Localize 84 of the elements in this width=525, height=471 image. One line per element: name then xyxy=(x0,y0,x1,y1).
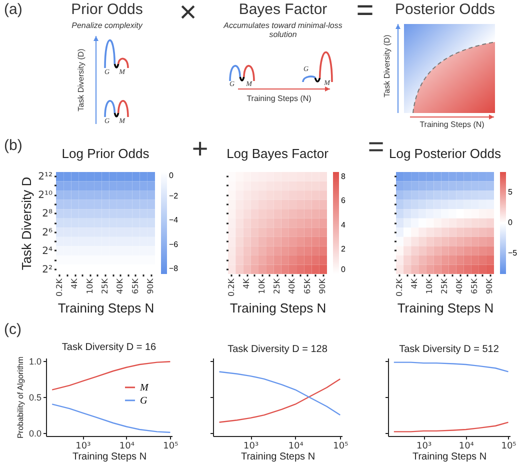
x-tick-label: 10K xyxy=(424,278,434,294)
x-tick-label: 4K xyxy=(242,278,252,289)
y-tick-label: 2¹⁰ xyxy=(38,190,52,202)
color-bar-label: −6 xyxy=(169,240,179,249)
text: Training Steps (N) xyxy=(246,94,312,104)
y-axis-title: Task Diversity D xyxy=(19,176,34,270)
text: Task Diversity (D) xyxy=(76,48,86,112)
y-tick-label: 1.0 xyxy=(28,356,42,366)
x-axis-title: Training Steps N xyxy=(412,452,487,462)
y-tick-label: 2⁴ xyxy=(42,246,52,257)
y-tick-label: 0.0 xyxy=(28,428,42,439)
text: × xyxy=(179,0,197,29)
y-axis-title: Probability of Algorithm xyxy=(16,356,25,438)
color-bar-label: 0 xyxy=(169,171,174,180)
y-tick-label: 2¹² xyxy=(38,172,52,183)
text: Penalize complexity xyxy=(72,21,142,31)
color-bar-label: 8 xyxy=(341,172,346,181)
x-axis-title: Training Steps N xyxy=(240,452,316,462)
text: = xyxy=(368,131,384,163)
text: Posterior Odds xyxy=(394,1,496,18)
x-axis-title: Training Steps N xyxy=(230,300,326,316)
x-tick-label: 0.2K xyxy=(226,278,236,296)
text: + xyxy=(192,133,208,165)
color-bar-label: 0 xyxy=(341,265,346,274)
legend-label: G xyxy=(140,395,148,406)
chart-title: Task Diversity D = 512 xyxy=(399,344,500,355)
text: = xyxy=(356,0,374,27)
x-tick-label: 65K xyxy=(302,278,312,294)
text: Task Diversity (D) xyxy=(382,34,392,98)
y-tick-label: 2² xyxy=(42,264,52,276)
y-tick-label: 0.5 xyxy=(28,392,42,402)
color-bar-label: 0 xyxy=(508,218,513,227)
text: Training Steps (N) xyxy=(420,120,484,130)
legend-label: M xyxy=(139,382,149,394)
text: (b) xyxy=(4,137,22,154)
chart-title: Log Prior Odds xyxy=(62,146,150,162)
x-tick-label: 65K xyxy=(130,278,140,294)
color-bar-label: 4 xyxy=(341,220,346,230)
x-tick-label: 10⁴ xyxy=(288,442,304,452)
chart-title: Task Diversity D = 16 xyxy=(62,342,157,353)
chart-title: Log Bayes Factor xyxy=(226,146,330,162)
color-bar-label: −2 xyxy=(169,191,179,200)
chart-title: Log Posterior Odds xyxy=(388,146,502,162)
color-bar-label: 5 xyxy=(508,188,513,197)
x-tick-label: 25K xyxy=(100,278,110,294)
x-axis-title: Training Steps N xyxy=(397,300,494,316)
x-tick-label: 10³ xyxy=(416,442,432,452)
x-axis-title: Training Steps N xyxy=(58,300,154,316)
text: Prior Odds xyxy=(71,1,143,18)
x-tick-label: 90K xyxy=(318,278,328,294)
x-tick-label: 10⁴ xyxy=(119,442,135,452)
x-tick-label: 90K xyxy=(485,278,494,294)
color-bar-label: −8 xyxy=(169,264,179,274)
x-tick-label: 10³ xyxy=(76,442,92,452)
x-tick-label: 65K xyxy=(470,278,480,294)
x-tick-label: 10K xyxy=(257,278,266,294)
x-axis-title: Training Steps N xyxy=(72,452,147,462)
color-bar-label: −5 xyxy=(508,248,518,258)
x-tick-label: 40K xyxy=(455,278,464,294)
x-tick-label: 25K xyxy=(272,278,282,294)
color-bar-label: 2 xyxy=(341,244,346,254)
x-tick-label: 10³ xyxy=(244,442,259,452)
x-tick-label: 10⁵ xyxy=(163,442,179,452)
x-tick-label: 40K xyxy=(288,278,297,294)
y-tick-label: 2⁸ xyxy=(42,208,52,220)
x-tick-label: 10⁴ xyxy=(458,442,474,452)
text: (a) xyxy=(4,1,22,18)
color-bar-label: −4 xyxy=(169,216,179,225)
x-tick-label: 0.2K xyxy=(54,278,64,296)
text: Bayes Factor xyxy=(238,1,328,18)
x-tick-label: 25K xyxy=(440,278,449,294)
x-tick-label: 90K xyxy=(146,278,156,294)
x-tick-label: 10⁵ xyxy=(333,442,349,452)
y-tick-label: 2⁶ xyxy=(42,227,52,238)
x-tick-label: 10⁵ xyxy=(501,442,517,452)
x-tick-label: 4K xyxy=(410,278,419,289)
x-tick-label: 10K xyxy=(85,278,94,294)
x-tick-label: 0.2K xyxy=(394,278,404,296)
x-tick-label: 40K xyxy=(116,278,125,294)
text: (c) xyxy=(4,321,22,338)
x-tick-label: 4K xyxy=(70,278,80,289)
color-bar-label: 6 xyxy=(341,196,346,206)
text: Accumulates toward minimal-loss solution xyxy=(223,21,343,40)
chart-title: Task Diversity D = 128 xyxy=(228,344,328,355)
